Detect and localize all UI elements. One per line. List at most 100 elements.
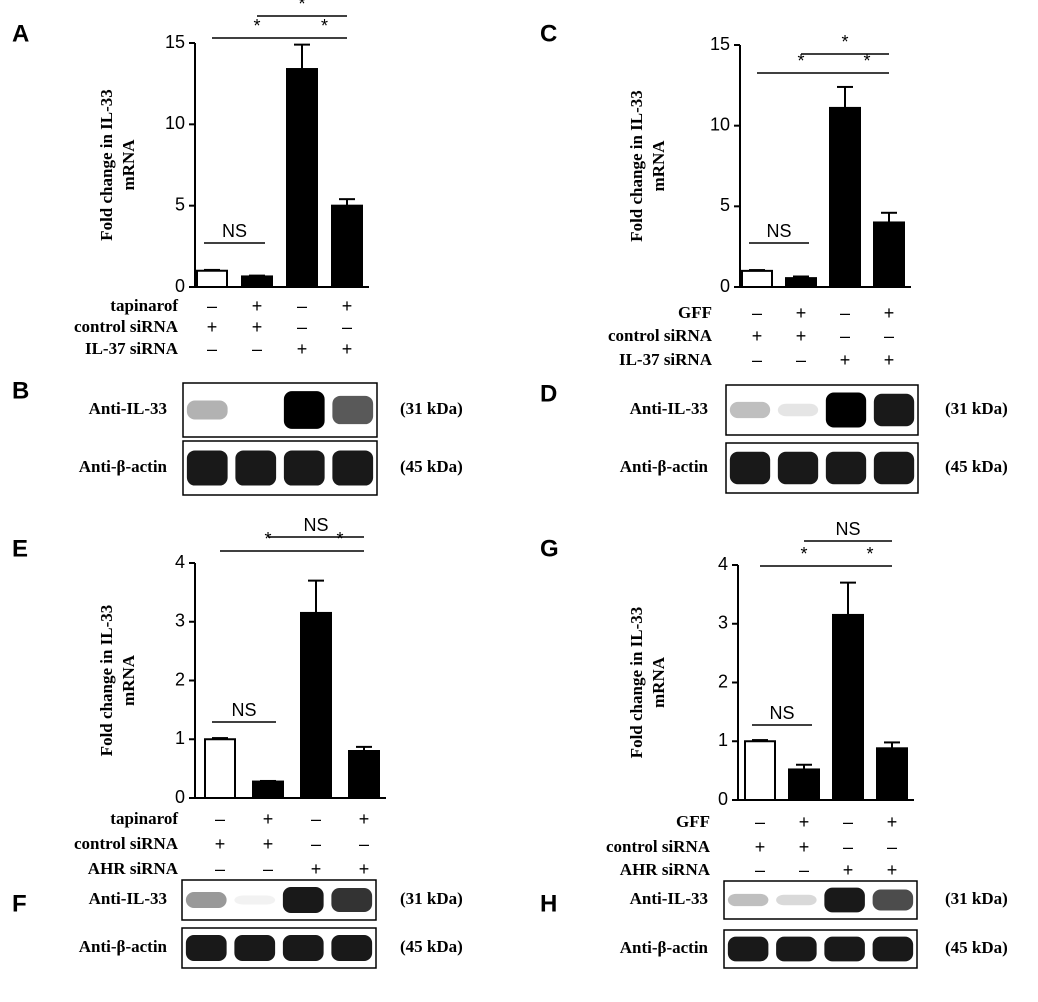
significance-label: * <box>800 544 807 564</box>
blot-band <box>824 936 865 962</box>
condition-label: AHR siRNA <box>88 859 179 878</box>
condition-sign: – <box>843 812 853 832</box>
y-tick-label: 0 <box>720 276 730 296</box>
condition-sign: – <box>207 296 217 316</box>
blot-band <box>872 936 914 962</box>
y-tick-label: 4 <box>175 552 185 572</box>
bar <box>331 204 363 289</box>
condition-label: GFF <box>678 303 712 322</box>
condition-sign: – <box>887 837 897 857</box>
y-tick-label: 3 <box>718 613 728 633</box>
y-tick-label: 2 <box>175 669 185 689</box>
bar <box>196 269 228 289</box>
blot-band <box>185 935 227 961</box>
y-tick-label: 10 <box>710 114 730 134</box>
blot-band <box>727 936 769 962</box>
condition-sign: – <box>752 350 762 370</box>
condition-sign: – <box>796 350 806 370</box>
y-tick-label: 5 <box>720 195 730 215</box>
y-axis-label: mRNA <box>649 656 668 708</box>
condition-sign: + <box>884 350 895 370</box>
blot-band <box>777 451 819 485</box>
condition-sign: + <box>887 860 898 880</box>
condition-sign: – <box>755 860 765 880</box>
condition-label: IL-37 siRNA <box>619 350 713 369</box>
significance-label: * <box>253 16 260 36</box>
blot-label: Anti-IL-33 <box>630 399 708 418</box>
blot-band <box>825 451 867 485</box>
condition-sign: – <box>752 303 762 323</box>
bar <box>241 275 273 288</box>
y-axis-label: mRNA <box>119 139 138 191</box>
condition-sign: – <box>215 859 225 879</box>
condition-sign: + <box>252 296 263 316</box>
blot-band <box>282 935 324 961</box>
blot-band <box>234 895 276 905</box>
blot-band <box>825 392 867 428</box>
condition-sign: – <box>252 339 262 359</box>
bar <box>829 106 861 288</box>
condition-label: control siRNA <box>608 326 713 345</box>
bar <box>744 740 776 801</box>
blot-label: Anti-β-actin <box>620 457 709 476</box>
bar <box>252 780 284 799</box>
condition-label: control siRNA <box>606 837 711 856</box>
blot-label: Anti-IL-33 <box>89 399 167 418</box>
blot-band <box>186 400 228 420</box>
bar <box>204 738 236 799</box>
y-tick-label: 15 <box>165 32 185 52</box>
condition-sign: + <box>311 859 322 879</box>
condition-sign: + <box>755 837 766 857</box>
condition-label: IL-37 siRNA <box>85 339 179 358</box>
bar <box>832 613 864 801</box>
blot-band <box>185 892 227 908</box>
bar <box>741 269 773 289</box>
significance-label: * <box>866 544 873 564</box>
blot-band <box>283 391 325 429</box>
blot-band <box>873 393 915 427</box>
significance-label: * <box>863 51 870 71</box>
condition-sign: + <box>342 339 353 359</box>
blot-size: (45 kDa) <box>400 457 463 476</box>
y-axis-label: Fold change in IL-33 <box>97 605 116 757</box>
condition-label: tapinarof <box>110 296 178 315</box>
blot-band <box>873 451 915 485</box>
condition-sign: + <box>263 809 274 829</box>
blot-band <box>727 893 769 907</box>
blot-band <box>235 450 277 486</box>
condition-sign: – <box>799 860 809 880</box>
condition-sign: – <box>884 326 894 346</box>
blot-band <box>729 451 771 485</box>
significance-label: NS <box>303 515 328 535</box>
y-axis-label: Fold change in IL-33 <box>97 89 116 241</box>
condition-sign: + <box>359 809 370 829</box>
y-tick-label: 1 <box>175 728 185 748</box>
condition-sign: + <box>843 860 854 880</box>
condition-sign: – <box>311 809 321 829</box>
condition-label: control siRNA <box>74 317 179 336</box>
condition-sign: + <box>840 350 851 370</box>
panel-letter: C <box>540 20 557 47</box>
y-tick-label: 3 <box>175 611 185 631</box>
condition-sign: – <box>843 837 853 857</box>
significance-label: NS <box>231 700 256 720</box>
blot-band <box>872 889 914 911</box>
blot-label: Anti-β-actin <box>79 457 168 476</box>
significance-label: * <box>298 0 305 14</box>
significance-label: * <box>321 16 328 36</box>
condition-sign: + <box>796 326 807 346</box>
condition-label: GFF <box>676 812 710 831</box>
panel-letter: D <box>540 380 557 407</box>
y-tick-label: 0 <box>718 789 728 809</box>
blot-band <box>776 894 817 906</box>
significance-label: NS <box>769 703 794 723</box>
bar <box>876 747 908 801</box>
condition-sign: + <box>207 317 218 337</box>
bar <box>300 611 332 799</box>
condition-label: tapinarof <box>110 809 178 828</box>
blot-band <box>234 935 276 961</box>
bar <box>785 277 817 289</box>
bar <box>286 68 318 288</box>
blot-band <box>729 401 771 419</box>
blot-label: Anti-β-actin <box>620 938 709 957</box>
